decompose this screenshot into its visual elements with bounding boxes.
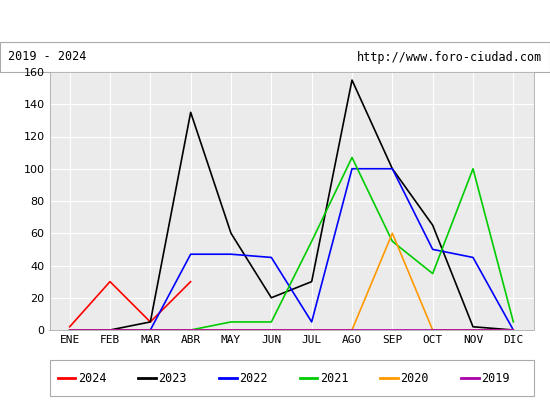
Text: 2022: 2022 — [239, 372, 267, 384]
Text: 2019 - 2024: 2019 - 2024 — [8, 50, 87, 64]
Text: Evolucion Nº Turistas Extranjeros en el municipio de El Cabaco: Evolucion Nº Turistas Extranjeros en el … — [0, 14, 550, 30]
Text: 2021: 2021 — [320, 372, 348, 384]
Text: 2019: 2019 — [481, 372, 509, 384]
Text: 2024: 2024 — [78, 372, 106, 384]
Text: 2023: 2023 — [158, 372, 187, 384]
FancyBboxPatch shape — [0, 42, 550, 72]
Text: http://www.foro-ciudad.com: http://www.foro-ciudad.com — [356, 50, 542, 64]
Text: 2020: 2020 — [400, 372, 429, 384]
FancyBboxPatch shape — [50, 360, 534, 396]
